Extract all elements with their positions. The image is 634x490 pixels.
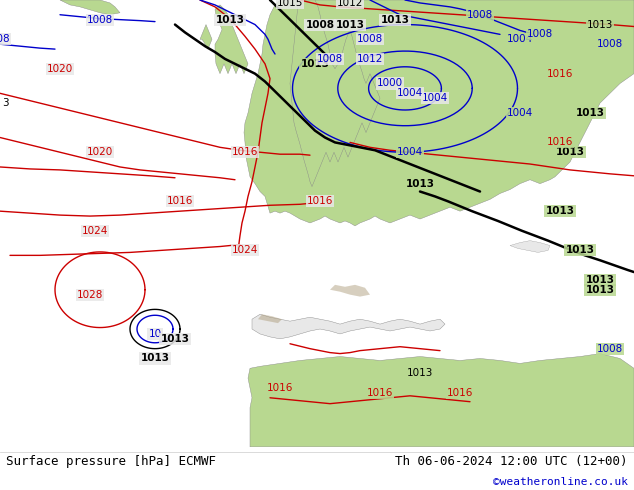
Text: 1013: 1013 [335, 20, 365, 29]
Text: 1013: 1013 [301, 59, 330, 69]
Text: 1024: 1024 [82, 226, 108, 236]
Text: 1008: 1008 [357, 34, 383, 44]
Text: 1013: 1013 [587, 20, 613, 29]
Text: 1016: 1016 [307, 196, 333, 206]
Text: 1013: 1013 [566, 245, 595, 255]
Text: 1004: 1004 [422, 93, 448, 103]
Text: 1013: 1013 [216, 15, 245, 24]
Text: 1013: 1013 [586, 285, 614, 295]
Text: 1012: 1012 [337, 0, 363, 8]
Polygon shape [215, 5, 248, 74]
Text: 1008: 1008 [597, 39, 623, 49]
Text: 1020: 1020 [47, 64, 73, 74]
Polygon shape [252, 314, 445, 339]
Text: 1016: 1016 [267, 383, 293, 393]
Text: 1016: 1016 [232, 147, 258, 157]
Polygon shape [200, 24, 212, 49]
Text: 1004: 1004 [397, 147, 423, 157]
Text: Surface pressure [hPa] ECMWF: Surface pressure [hPa] ECMWF [6, 456, 216, 468]
Text: 1013: 1013 [141, 353, 169, 364]
Text: 1008: 1008 [317, 54, 343, 64]
Polygon shape [248, 354, 634, 447]
Text: 1004: 1004 [507, 34, 533, 44]
Text: 1015: 1015 [277, 0, 303, 8]
Text: 1008: 1008 [527, 29, 553, 39]
Text: 1020: 1020 [87, 147, 113, 157]
Text: 1004: 1004 [507, 108, 533, 118]
Text: 1024: 1024 [232, 245, 258, 255]
Text: 1028: 1028 [77, 290, 103, 300]
Text: 1000: 1000 [377, 78, 403, 89]
Text: Th 06-06-2024 12:00 UTC (12+00): Th 06-06-2024 12:00 UTC (12+00) [395, 456, 628, 468]
Polygon shape [258, 314, 282, 323]
Text: 3: 3 [2, 98, 8, 108]
Text: 1016: 1016 [167, 196, 193, 206]
Text: 1016: 1016 [547, 69, 573, 79]
Text: 1016: 1016 [367, 388, 393, 398]
Polygon shape [330, 285, 370, 296]
Text: 1012: 1012 [357, 54, 383, 64]
Text: 1008: 1008 [467, 10, 493, 20]
Text: ©weatheronline.co.uk: ©weatheronline.co.uk [493, 477, 628, 487]
Text: 1008: 1008 [306, 20, 335, 29]
Text: 1013: 1013 [545, 206, 574, 216]
Text: 1008: 1008 [87, 15, 113, 24]
Text: 1016: 1016 [447, 388, 473, 398]
Text: 10: 10 [148, 329, 162, 339]
Polygon shape [510, 241, 550, 252]
Polygon shape [290, 0, 380, 187]
Text: 1013: 1013 [406, 179, 434, 189]
Text: 1013: 1013 [555, 147, 585, 157]
Text: 1004: 1004 [397, 88, 423, 98]
Polygon shape [60, 0, 120, 15]
Text: 1016: 1016 [547, 137, 573, 147]
Text: 1013: 1013 [160, 334, 190, 344]
Text: 1013: 1013 [407, 368, 433, 378]
Text: 1013: 1013 [576, 108, 604, 118]
Polygon shape [244, 0, 634, 226]
Text: 1013: 1013 [586, 275, 614, 285]
Text: 008: 008 [0, 34, 10, 44]
Text: 1013: 1013 [380, 15, 410, 24]
Text: 1008: 1008 [597, 343, 623, 354]
